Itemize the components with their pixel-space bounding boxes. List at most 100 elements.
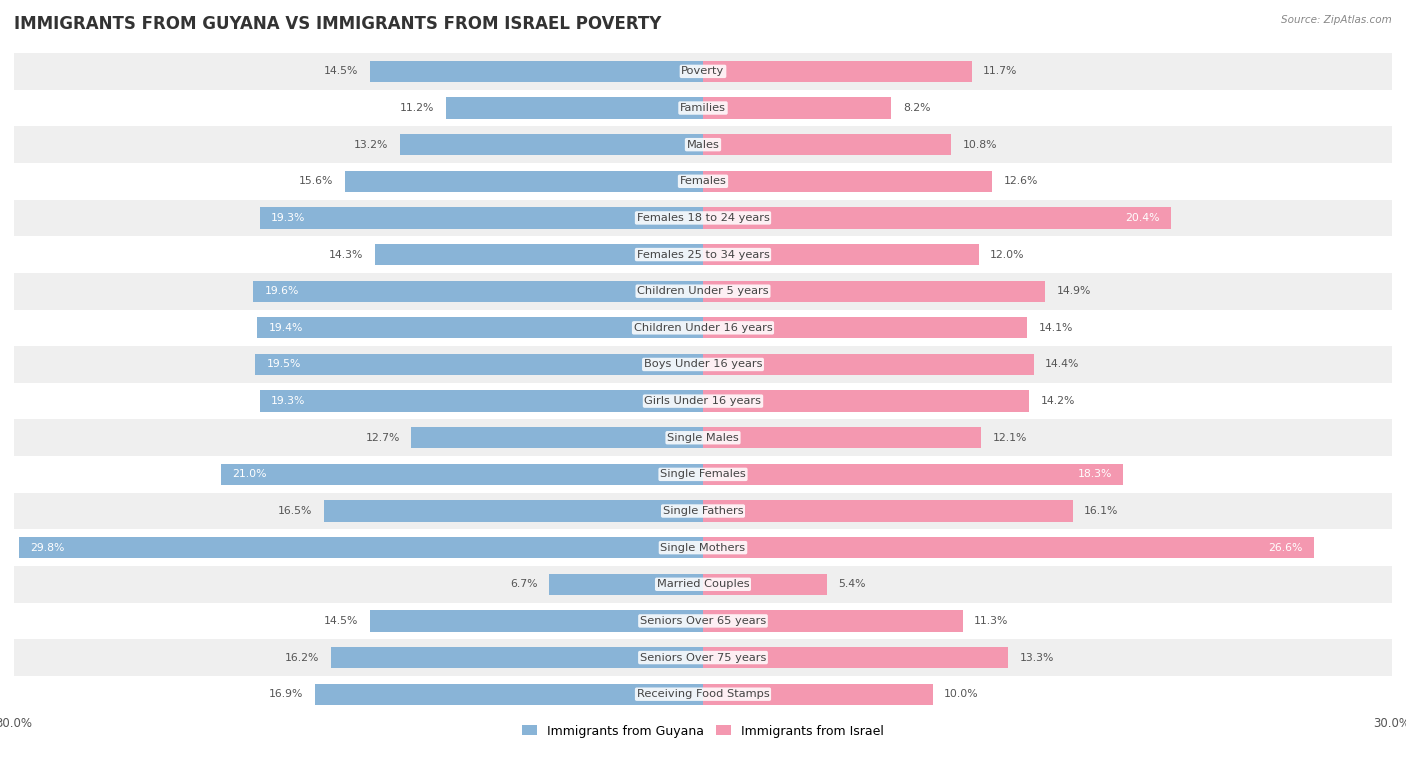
Bar <box>14 603 1392 639</box>
Bar <box>550 574 703 595</box>
Text: 19.3%: 19.3% <box>271 396 305 406</box>
Bar <box>14 346 1392 383</box>
Bar <box>703 134 950 155</box>
Text: 26.6%: 26.6% <box>1268 543 1302 553</box>
Text: 13.2%: 13.2% <box>354 139 388 149</box>
Text: 14.4%: 14.4% <box>1045 359 1080 369</box>
Bar <box>221 464 703 485</box>
Text: Poverty: Poverty <box>682 67 724 77</box>
Bar <box>14 493 1392 529</box>
Bar <box>14 236 1392 273</box>
Text: Seniors Over 65 years: Seniors Over 65 years <box>640 616 766 626</box>
Text: 18.3%: 18.3% <box>1077 469 1112 479</box>
Text: 16.5%: 16.5% <box>278 506 312 516</box>
Text: 16.1%: 16.1% <box>1084 506 1119 516</box>
Text: Girls Under 16 years: Girls Under 16 years <box>644 396 762 406</box>
Bar <box>703 61 972 82</box>
Text: 19.6%: 19.6% <box>264 287 298 296</box>
Bar <box>323 500 703 522</box>
Bar <box>703 574 827 595</box>
Bar <box>412 427 703 449</box>
Bar <box>14 53 1392 89</box>
Text: Single Males: Single Males <box>666 433 740 443</box>
Text: 19.3%: 19.3% <box>271 213 305 223</box>
Bar <box>257 317 703 339</box>
Bar <box>344 171 703 192</box>
Bar <box>703 500 1073 522</box>
Text: Single Fathers: Single Fathers <box>662 506 744 516</box>
Text: 14.1%: 14.1% <box>1038 323 1073 333</box>
Bar <box>14 456 1392 493</box>
Text: 16.9%: 16.9% <box>269 689 304 699</box>
Text: 11.3%: 11.3% <box>974 616 1008 626</box>
Bar <box>14 419 1392 456</box>
Bar <box>14 529 1392 566</box>
Bar <box>14 639 1392 676</box>
Text: Families: Families <box>681 103 725 113</box>
Bar <box>14 566 1392 603</box>
Text: 14.2%: 14.2% <box>1040 396 1076 406</box>
Bar <box>14 273 1392 309</box>
Text: 14.9%: 14.9% <box>1057 287 1091 296</box>
Bar <box>14 309 1392 346</box>
Text: Males: Males <box>686 139 720 149</box>
Bar <box>260 207 703 229</box>
Legend: Immigrants from Guyana, Immigrants from Israel: Immigrants from Guyana, Immigrants from … <box>517 719 889 743</box>
Bar <box>330 647 703 669</box>
Text: 12.6%: 12.6% <box>1004 177 1038 186</box>
Bar <box>399 134 703 155</box>
Bar <box>14 383 1392 419</box>
Text: 10.0%: 10.0% <box>945 689 979 699</box>
Bar <box>260 390 703 412</box>
Bar <box>703 390 1029 412</box>
Bar <box>14 127 1392 163</box>
Text: 14.5%: 14.5% <box>325 616 359 626</box>
Bar <box>370 61 703 82</box>
Bar <box>703 207 1171 229</box>
Text: 6.7%: 6.7% <box>510 579 537 589</box>
Text: Females 18 to 24 years: Females 18 to 24 years <box>637 213 769 223</box>
Bar <box>703 464 1123 485</box>
Bar <box>703 280 1045 302</box>
Bar <box>703 647 1008 669</box>
Text: Source: ZipAtlas.com: Source: ZipAtlas.com <box>1281 15 1392 25</box>
Bar <box>703 317 1026 339</box>
Text: 14.3%: 14.3% <box>329 249 363 259</box>
Bar <box>14 199 1392 236</box>
Bar <box>703 684 932 705</box>
Bar <box>14 89 1392 127</box>
Bar <box>253 280 703 302</box>
Text: 21.0%: 21.0% <box>232 469 267 479</box>
Text: 5.4%: 5.4% <box>838 579 866 589</box>
Text: 14.5%: 14.5% <box>325 67 359 77</box>
Text: 20.4%: 20.4% <box>1125 213 1160 223</box>
Bar <box>703 244 979 265</box>
Text: Boys Under 16 years: Boys Under 16 years <box>644 359 762 369</box>
Text: Seniors Over 75 years: Seniors Over 75 years <box>640 653 766 662</box>
Bar <box>370 610 703 631</box>
Text: 12.1%: 12.1% <box>993 433 1026 443</box>
Bar <box>703 97 891 119</box>
Text: Children Under 5 years: Children Under 5 years <box>637 287 769 296</box>
Text: 15.6%: 15.6% <box>299 177 333 186</box>
Text: 19.5%: 19.5% <box>267 359 301 369</box>
Bar <box>374 244 703 265</box>
Text: Single Females: Single Females <box>661 469 745 479</box>
Bar <box>14 163 1392 199</box>
Bar <box>446 97 703 119</box>
Bar <box>703 610 963 631</box>
Text: IMMIGRANTS FROM GUYANA VS IMMIGRANTS FROM ISRAEL POVERTY: IMMIGRANTS FROM GUYANA VS IMMIGRANTS FRO… <box>14 15 661 33</box>
Text: Married Couples: Married Couples <box>657 579 749 589</box>
Text: Single Mothers: Single Mothers <box>661 543 745 553</box>
Text: 19.4%: 19.4% <box>269 323 304 333</box>
Text: 8.2%: 8.2% <box>903 103 931 113</box>
Bar <box>14 676 1392 713</box>
Text: 16.2%: 16.2% <box>285 653 319 662</box>
Bar <box>703 537 1313 559</box>
Text: Children Under 16 years: Children Under 16 years <box>634 323 772 333</box>
Text: 12.0%: 12.0% <box>990 249 1025 259</box>
Bar <box>703 427 981 449</box>
Text: Females 25 to 34 years: Females 25 to 34 years <box>637 249 769 259</box>
Text: Receiving Food Stamps: Receiving Food Stamps <box>637 689 769 699</box>
Bar <box>703 171 993 192</box>
